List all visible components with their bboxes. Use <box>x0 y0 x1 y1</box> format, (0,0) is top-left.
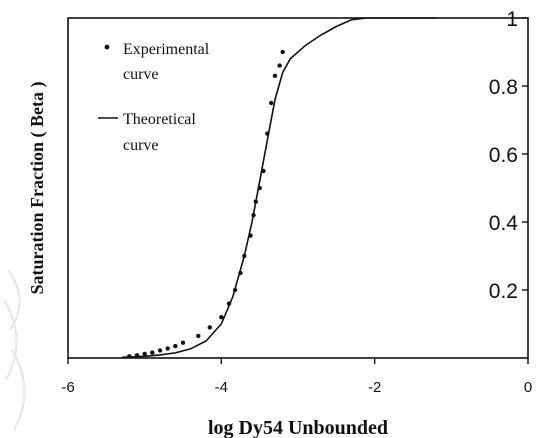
series-points-experimental-curve <box>127 49 285 359</box>
legend-label-experimental-line2: curve <box>123 66 159 83</box>
data-point <box>219 315 224 320</box>
y-tick-label: 0.4 <box>489 212 519 235</box>
data-point <box>269 100 274 106</box>
data-point <box>265 131 270 136</box>
data-point <box>173 343 178 349</box>
x-tick-label: -2 <box>368 379 381 396</box>
data-point <box>280 49 285 55</box>
data-point <box>196 333 201 339</box>
background-decoration <box>3 269 26 431</box>
legend-label-experimental-line1: Experimental <box>123 41 210 58</box>
series-line-theoretical-curve <box>121 17 436 359</box>
y-tick-label: 1 <box>506 8 518 31</box>
y-tick-label: 0.6 <box>489 144 518 167</box>
x-tick-label: -4 <box>215 379 228 396</box>
y-tick-label: 0.2 <box>489 280 518 303</box>
x-tick-label: -6 <box>61 379 74 396</box>
y-axis-label: Saturation Fraction ( Beta ) <box>27 82 48 295</box>
data-point <box>180 340 186 345</box>
data-point <box>165 346 170 351</box>
data-point <box>248 233 253 238</box>
data-point <box>272 73 278 79</box>
data-point <box>157 348 163 353</box>
data-point <box>150 350 155 355</box>
data-point <box>142 351 147 357</box>
legend: Experimental curve Theoretical curve <box>98 41 210 154</box>
data-point <box>277 63 282 68</box>
x-axis: -6 -4 -2 0 <box>61 358 532 396</box>
y-tick-label: 0.8 <box>489 76 518 99</box>
data-point <box>134 353 140 358</box>
data-point <box>127 354 132 359</box>
legend-label-theoretical-line2: curve <box>123 137 159 154</box>
data-point <box>242 253 247 259</box>
data-point <box>251 213 256 218</box>
data-point <box>226 301 232 306</box>
data-point <box>238 270 243 276</box>
y-axis: 0.2 0.4 0.6 0.8 1 <box>489 8 528 303</box>
x-tick-label: 0 <box>524 379 532 396</box>
legend-marker-dot <box>104 44 110 50</box>
legend-label-theoretical-line1: Theoretical <box>123 111 196 128</box>
data-point <box>257 185 262 191</box>
data-point <box>232 287 238 293</box>
data-point <box>207 325 212 330</box>
x-axis-label: log Dy54 Unbounded <box>208 417 388 438</box>
plot-area <box>67 17 529 359</box>
data-point <box>261 168 266 174</box>
data-point <box>253 199 258 204</box>
